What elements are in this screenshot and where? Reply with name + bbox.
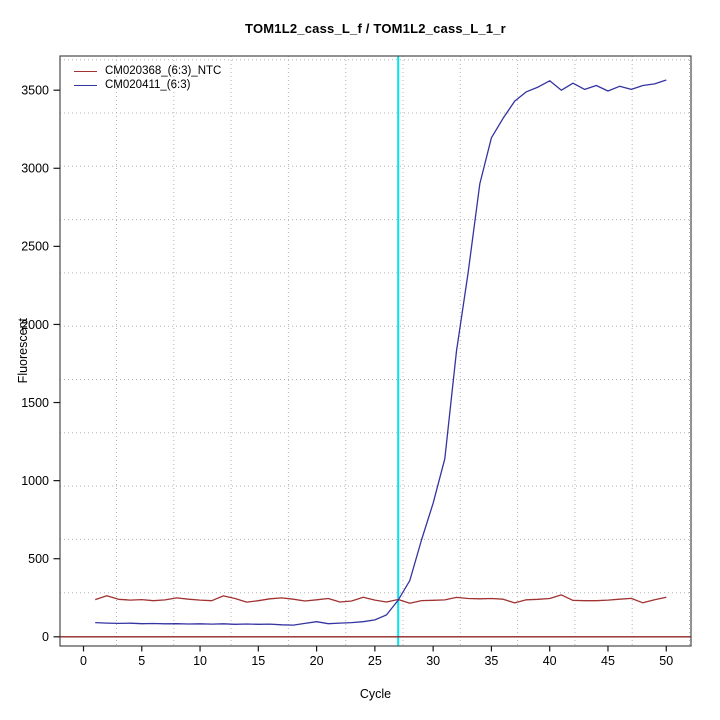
svg-text:35: 35 (484, 654, 498, 668)
svg-text:1500: 1500 (21, 396, 49, 410)
legend-label-sample: CM020411_(6:3) (105, 79, 191, 91)
svg-text:1000: 1000 (21, 474, 49, 488)
series-sample (95, 79, 667, 626)
sample-line-sample (74, 84, 97, 86)
y-axis: 0 500 1000 1500 2000 2500 3000 3500 (21, 83, 60, 644)
legend-item-sample: CM020411_(6:3) (74, 78, 221, 92)
grid (60, 56, 691, 646)
legend-label-ntc: CM020368_(6:3)_NTC (105, 65, 222, 77)
svg-text:25: 25 (368, 654, 382, 668)
svg-text:2000: 2000 (21, 318, 49, 332)
ntc-line-sample (74, 70, 97, 72)
legend: CM020368_(6:3)_NTC CM020411_(6:3) (74, 64, 221, 92)
svg-text:40: 40 (543, 654, 557, 668)
svg-text:500: 500 (28, 552, 49, 566)
svg-text:3000: 3000 (21, 162, 49, 176)
plot-title: TOM1L2_cass_L_f / TOM1L2_cass_L_1_r (245, 21, 506, 36)
svg-text:15: 15 (251, 654, 265, 668)
x-axis: 0 5 10 15 20 25 30 35 40 45 50 (80, 646, 673, 668)
svg-text:30: 30 (426, 654, 440, 668)
svg-text:0: 0 (80, 654, 87, 668)
svg-text:3500: 3500 (21, 83, 49, 97)
svg-text:2500: 2500 (21, 240, 49, 254)
svg-text:10: 10 (193, 654, 207, 668)
svg-text:50: 50 (659, 654, 673, 668)
svg-text:0: 0 (42, 630, 49, 644)
svg-text:20: 20 (310, 654, 324, 668)
plot-border (59, 55, 692, 647)
legend-item-ntc: CM020368_(6:3)_NTC (74, 64, 221, 78)
series-ntc (94, 594, 667, 604)
svg-text:5: 5 (138, 654, 145, 668)
x-axis-label: Cycle (359, 687, 392, 701)
svg-text:45: 45 (601, 654, 615, 668)
